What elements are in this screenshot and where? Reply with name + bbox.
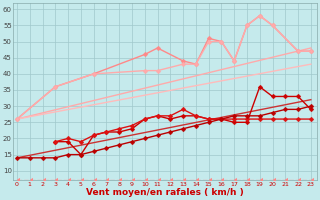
X-axis label: Vent moyen/en rafales ( km/h ): Vent moyen/en rafales ( km/h ): [86, 188, 244, 197]
